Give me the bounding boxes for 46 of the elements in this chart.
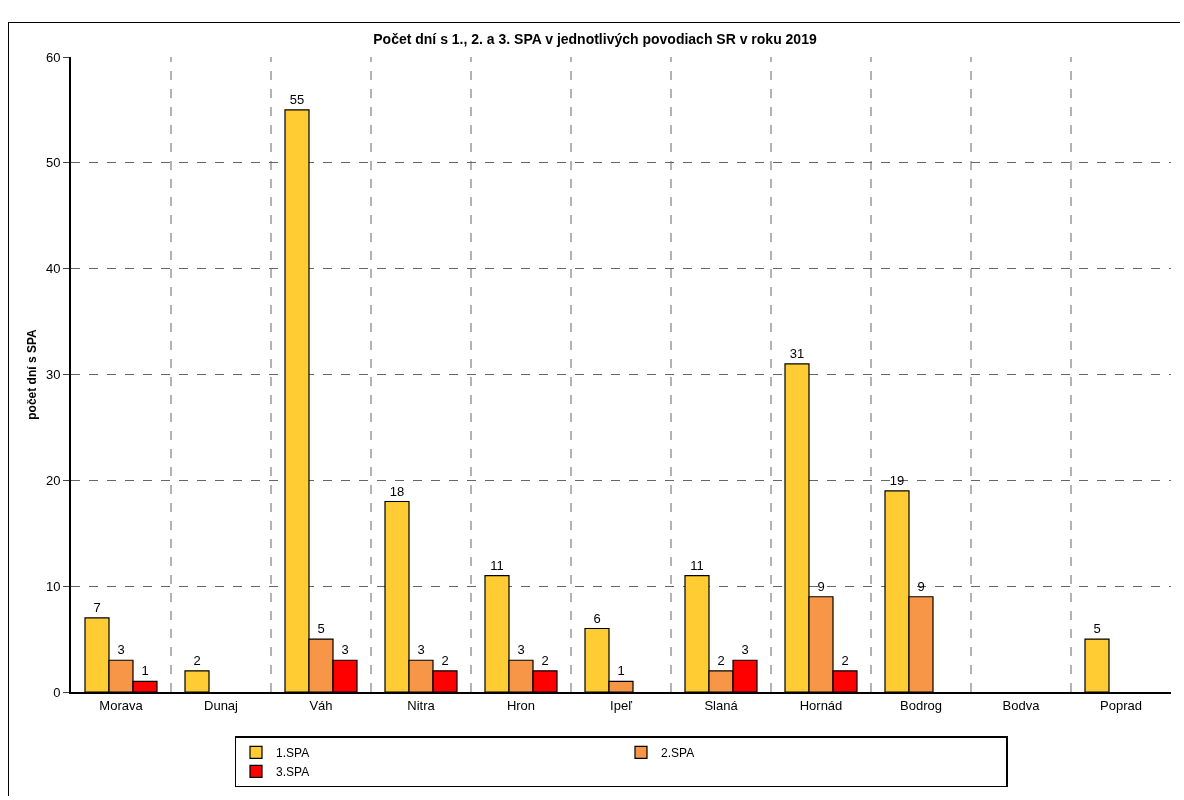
x-tick-label: Váh bbox=[309, 697, 333, 713]
data-label: 2 bbox=[841, 652, 849, 668]
data-label: 5 bbox=[1093, 621, 1101, 637]
x-tick-label: Nitra bbox=[407, 697, 436, 713]
data-label: 3 bbox=[341, 642, 349, 658]
x-tick-label: Slaná bbox=[704, 697, 739, 713]
legend-label: 3.SPA bbox=[276, 765, 310, 780]
x-tick-label: Dunaj bbox=[204, 697, 239, 713]
data-label: 3 bbox=[517, 642, 525, 658]
data-label: 2 bbox=[193, 652, 201, 668]
y-tick-label: 50 bbox=[45, 155, 61, 171]
data-label: 7 bbox=[93, 599, 101, 615]
y-tick-label: 60 bbox=[45, 49, 61, 65]
data-label: 11 bbox=[690, 557, 704, 573]
legend-label: 1.SPA bbox=[276, 746, 310, 761]
data-label: 2 bbox=[541, 652, 549, 668]
x-tick-label: Hornád bbox=[799, 697, 843, 713]
data-label: 1 bbox=[141, 663, 149, 679]
data-label: 3 bbox=[417, 642, 425, 658]
legend-label: 2.SPA bbox=[661, 746, 695, 761]
x-tick-label: Bodva bbox=[1002, 697, 1041, 713]
data-label: 1 bbox=[617, 663, 625, 679]
x-tick-label: Ipeľ bbox=[610, 697, 633, 713]
x-tick-label: Poprad bbox=[1100, 697, 1142, 713]
y-tick-label: 10 bbox=[45, 578, 61, 594]
data-label: 3 bbox=[117, 642, 125, 658]
data-label: 6 bbox=[593, 610, 601, 626]
data-label: 5 bbox=[317, 621, 325, 637]
data-label: 19 bbox=[889, 472, 905, 488]
y-axis-title: počet dní s SPA bbox=[25, 328, 39, 420]
y-tick-label: 40 bbox=[45, 261, 61, 277]
data-label: 2 bbox=[717, 652, 725, 668]
y-tick-label: 30 bbox=[45, 367, 61, 383]
data-label: 31 bbox=[789, 345, 805, 361]
x-tick-label: Bodrog bbox=[900, 697, 942, 713]
data-label: 55 bbox=[289, 91, 305, 107]
data-label: 11 bbox=[490, 557, 504, 573]
y-tick-label: 0 bbox=[53, 684, 61, 700]
data-label: 18 bbox=[389, 483, 405, 499]
data-label: 3 bbox=[741, 642, 749, 658]
x-tick-label: Hron bbox=[506, 697, 536, 713]
y-tick-label: 20 bbox=[45, 472, 61, 488]
data-label: 9 bbox=[817, 578, 825, 594]
data-label: 2 bbox=[441, 652, 449, 668]
x-tick-label: Morava bbox=[99, 697, 144, 713]
chart-title: Počet dní s 1., 2. a 3. SPA v jednotlivých povodiach SR v roku 2019 bbox=[373, 31, 817, 48]
